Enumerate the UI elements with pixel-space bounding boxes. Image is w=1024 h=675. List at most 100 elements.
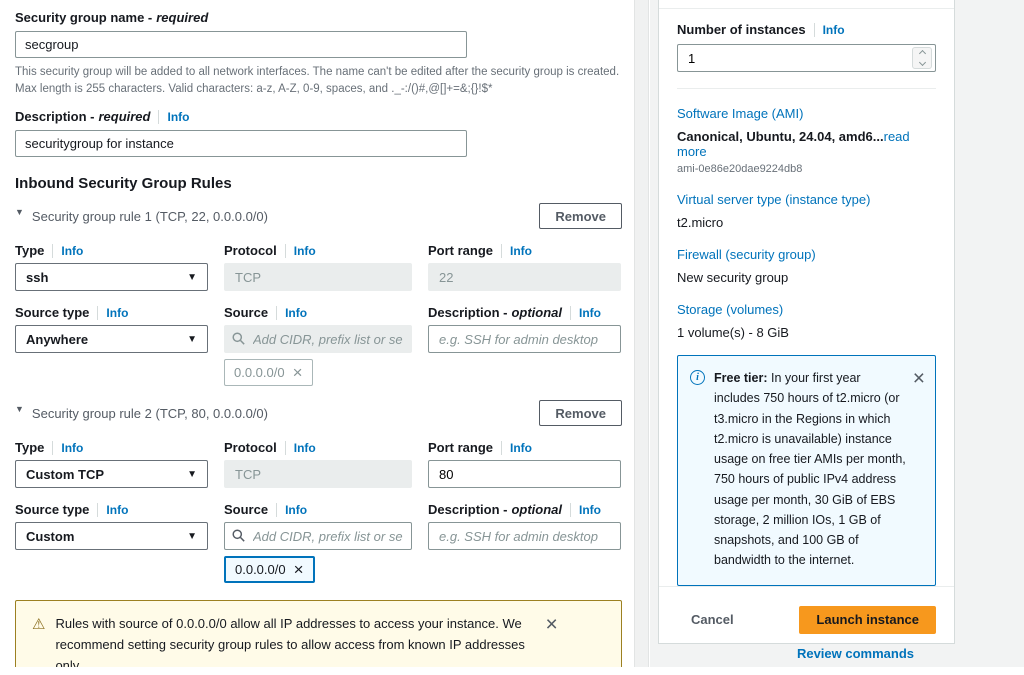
description-input[interactable] (15, 130, 467, 158)
protocol-label-text: Protocol (224, 440, 277, 456)
number-stepper[interactable] (912, 47, 932, 69)
firewall-title: Firewall (security group) (677, 247, 816, 262)
type-info-link[interactable]: Info (61, 243, 84, 258)
source-type-info-link[interactable]: Info (106, 502, 129, 517)
free-tier-close-icon[interactable]: × (912, 367, 925, 390)
tag-close-icon[interactable]: × (293, 560, 304, 580)
port-range-info-link[interactable]: Info (510, 440, 533, 455)
protocol-field: TCP (224, 460, 412, 489)
port-range-info-link[interactable]: Info (510, 243, 533, 258)
port-range-label: Port range Info (428, 243, 621, 258)
security-group-rule-1: ▼ Security group rule 1 (TCP, 22, 0.0.0.… (15, 203, 622, 387)
collapse-caret-icon[interactable]: ▼ (15, 404, 24, 415)
label-divider (276, 502, 278, 517)
cidr-tag-value: 0.0.0.0/0 (234, 365, 285, 381)
free-tier-body: In your first year includes 750 hours of… (714, 371, 906, 568)
cidr-tag-selected: 0.0.0.0/0 × (224, 556, 315, 584)
free-tier-title: Free tier: (714, 371, 768, 385)
ami-description: Canonical, Ubuntu, 24.04, amd6... (677, 129, 884, 144)
port-range-input[interactable] (428, 460, 621, 489)
rule-1-title: Security group rule 1 (TCP, 22, 0.0.0.0/… (31, 208, 268, 224)
port-range-field: 22 (428, 263, 621, 292)
rule-2-title: Security group rule 2 (TCP, 80, 0.0.0.0/… (31, 405, 268, 421)
launch-instance-button[interactable]: Launch instance (799, 605, 936, 634)
info-icon: i (690, 370, 705, 385)
type-info-link[interactable]: Info (61, 440, 84, 455)
label-divider (284, 440, 286, 455)
source-type-select[interactable]: Anywhere ▼ (15, 325, 208, 354)
security-group-name-label-text: Security group name - (15, 10, 153, 25)
protocol-value: TCP (235, 269, 261, 285)
type-select-value: Custom TCP (26, 466, 104, 482)
rule-description-label: Description - optional Info (428, 502, 621, 517)
type-select[interactable]: Custom TCP ▼ (15, 460, 208, 489)
port-range-value: 22 (439, 269, 454, 285)
rule-description-input[interactable] (428, 522, 621, 551)
label-divider (570, 305, 572, 320)
rule-description-label: Description - optional Info (428, 305, 621, 320)
review-commands-link[interactable]: Review commands (796, 645, 914, 661)
type-select-value: ssh (26, 269, 49, 285)
software-image-value: Canonical, Ubuntu, 24.04, amd6...read mo… (677, 129, 936, 159)
storage-value: 1 volume(s) - 8 GiB (677, 325, 789, 340)
chevron-down-icon: ▼ (187, 468, 197, 480)
description-label: Description - required Info (15, 109, 622, 124)
protocol-info-link[interactable]: Info (293, 440, 316, 455)
remove-rule-1-button[interactable]: Remove (539, 203, 622, 230)
source-label-text: Source (224, 502, 269, 518)
label-divider (158, 109, 160, 124)
number-of-instances-label: Number of instances Info (677, 22, 936, 37)
security-group-name-input[interactable] (15, 31, 467, 58)
search-icon (232, 529, 245, 545)
tag-close-icon[interactable]: × (292, 363, 303, 383)
type-select[interactable]: ssh ▼ (15, 263, 208, 292)
firewall-value: New security group (677, 270, 789, 285)
port-range-label-text: Port range (428, 243, 494, 259)
type-label-text: Type (15, 440, 45, 456)
vertical-scrollbar[interactable] (634, 0, 649, 667)
free-tier-banner: i Free tier: In your first year includes… (677, 355, 936, 586)
rule-description-info-link[interactable]: Info (579, 502, 602, 517)
chevron-up-icon[interactable] (918, 49, 926, 58)
optional-suffix: optional (511, 502, 563, 518)
summary-panel-region: Number of instances Info Software Image … (650, 0, 1024, 667)
protocol-value: TCP (235, 466, 261, 482)
source-label-text: Source (224, 305, 269, 321)
source-type-select[interactable]: Custom ▼ (15, 522, 208, 551)
cidr-tag-value: 0.0.0.0/0 (235, 562, 286, 578)
label-divider (570, 502, 572, 517)
security-group-name-help-text: This security group will be added to all… (15, 66, 620, 95)
number-of-instances-label-text: Number of instances (677, 22, 806, 37)
warning-close-icon[interactable]: × (545, 613, 558, 637)
search-icon (232, 332, 245, 348)
rule-description-info-link[interactable]: Info (579, 305, 602, 320)
number-of-instances-input[interactable] (677, 44, 936, 72)
read-more-link[interactable]: read more (677, 129, 910, 159)
source-label: Source Info (224, 502, 412, 517)
security-group-rule-2: ▼ Security group rule 2 (TCP, 80, 0.0.0.… (15, 400, 622, 584)
port-range-label: Port range Info (428, 440, 621, 455)
source-type-info-link[interactable]: Info (106, 305, 129, 320)
label-divider (501, 243, 503, 258)
protocol-label: Protocol Info (224, 243, 412, 258)
label-divider (97, 502, 99, 517)
summary-card: Number of instances Info Software Image … (658, 0, 955, 661)
rule-description-input[interactable] (428, 325, 621, 354)
protocol-field: TCP (224, 263, 412, 292)
source-info-link[interactable]: Info (285, 305, 308, 320)
collapse-caret-icon[interactable]: ▼ (15, 207, 24, 218)
remove-rule-2-button[interactable]: Remove (539, 400, 622, 427)
number-of-instances-info-link[interactable]: Info (822, 22, 845, 37)
source-type-select-value: Custom (26, 528, 75, 544)
cancel-button[interactable]: Cancel (691, 612, 734, 627)
card-divider (677, 88, 936, 89)
rule-description-label-text: Description - (428, 502, 508, 518)
warning-icon: ⚠ (32, 616, 46, 634)
port-range-label-text: Port range (428, 440, 494, 456)
chevron-down-icon[interactable] (918, 58, 926, 67)
label-divider (284, 243, 286, 258)
description-info-link[interactable]: Info (167, 109, 190, 124)
protocol-info-link[interactable]: Info (293, 243, 316, 258)
source-cidr-input[interactable] (224, 522, 412, 551)
source-info-link[interactable]: Info (285, 502, 308, 517)
